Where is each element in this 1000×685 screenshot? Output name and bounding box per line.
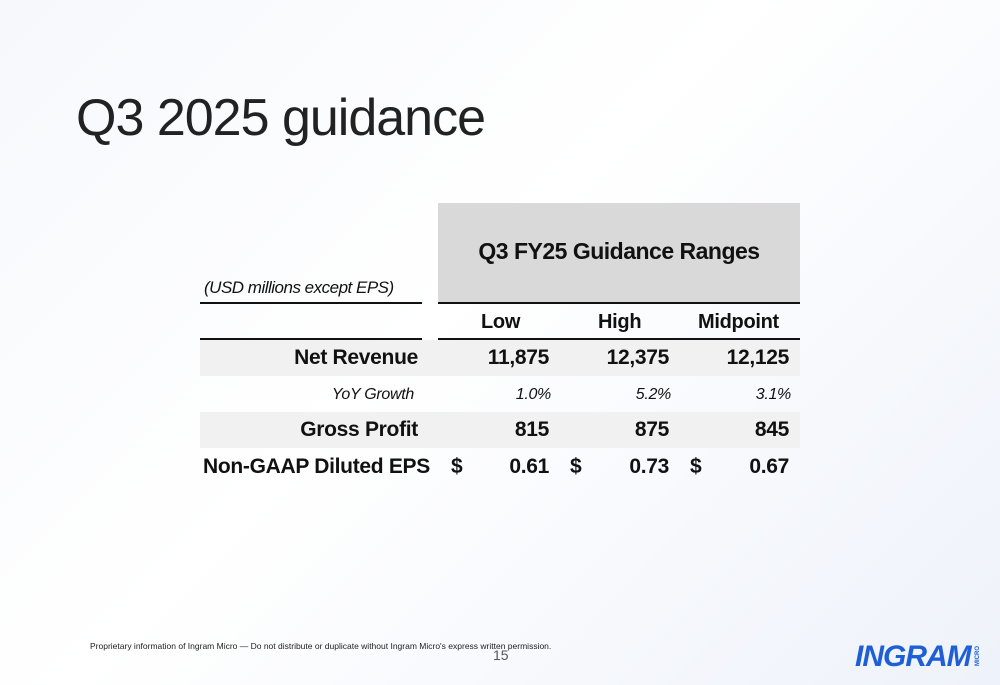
row-label: YoY Growth <box>331 386 414 403</box>
gross-profit-midpoint: 845 <box>754 418 789 441</box>
column-header-low: Low <box>481 311 521 333</box>
slide-title: Q3 2025 guidance <box>76 89 486 147</box>
yoy-growth-midpoint: 3.1% <box>755 386 792 403</box>
ingram-micro-logo: INGRAM MICRO <box>855 640 981 670</box>
table-header-title: Q3 FY25 Guidance Ranges <box>478 238 760 264</box>
net-revenue-low: 11,875 <box>487 346 550 369</box>
column-header-divider-left <box>200 338 422 340</box>
currency-symbol-midpoint: $ <box>690 455 702 478</box>
table-row-yoy-growth: YoY Growth 1.0% 5.2% 3.1% <box>200 377 800 413</box>
table-row-eps: Non-GAAP Diluted EPS $ 0.61 $ 0.73 $ 0.6… <box>200 449 800 485</box>
row-label: Gross Profit <box>300 418 418 441</box>
page-number: 15 <box>493 647 509 663</box>
table-header-background <box>438 203 800 302</box>
units-divider <box>200 302 422 304</box>
row-label: Net Revenue <box>294 346 418 369</box>
column-header-high: High <box>598 311 642 333</box>
gross-profit-low: 815 <box>514 418 549 441</box>
currency-symbol-high: $ <box>570 455 582 478</box>
column-header-divider-right <box>438 338 800 340</box>
guidance-table: Q3 FY25 Guidance Ranges (USD millions ex… <box>200 203 800 483</box>
units-note: (USD millions except EPS) <box>204 278 394 297</box>
net-revenue-high: 12,375 <box>606 346 670 369</box>
logo-subtext: MICRO <box>975 646 981 666</box>
yoy-growth-high: 5.2% <box>635 386 672 403</box>
row-label: Non-GAAP Diluted EPS <box>203 455 430 478</box>
net-revenue-midpoint: 12,125 <box>726 346 790 369</box>
header-divider <box>438 302 800 304</box>
eps-midpoint: 0.67 <box>749 455 789 478</box>
table-row-net-revenue: Net Revenue 11,875 12,375 12,125 <box>200 340 800 376</box>
logo-wordmark: INGRAM <box>855 640 973 670</box>
eps-high: 0.73 <box>629 455 669 478</box>
yoy-growth-low: 1.0% <box>515 386 552 403</box>
currency-symbol-low: $ <box>451 455 463 478</box>
gross-profit-high: 875 <box>634 418 669 441</box>
column-header-midpoint: Midpoint <box>698 311 779 333</box>
footer-disclaimer: Proprietary information of Ingram Micro … <box>90 641 552 651</box>
eps-low: 0.61 <box>509 455 549 478</box>
table-row-gross-profit: Gross Profit 815 875 845 <box>200 412 800 448</box>
